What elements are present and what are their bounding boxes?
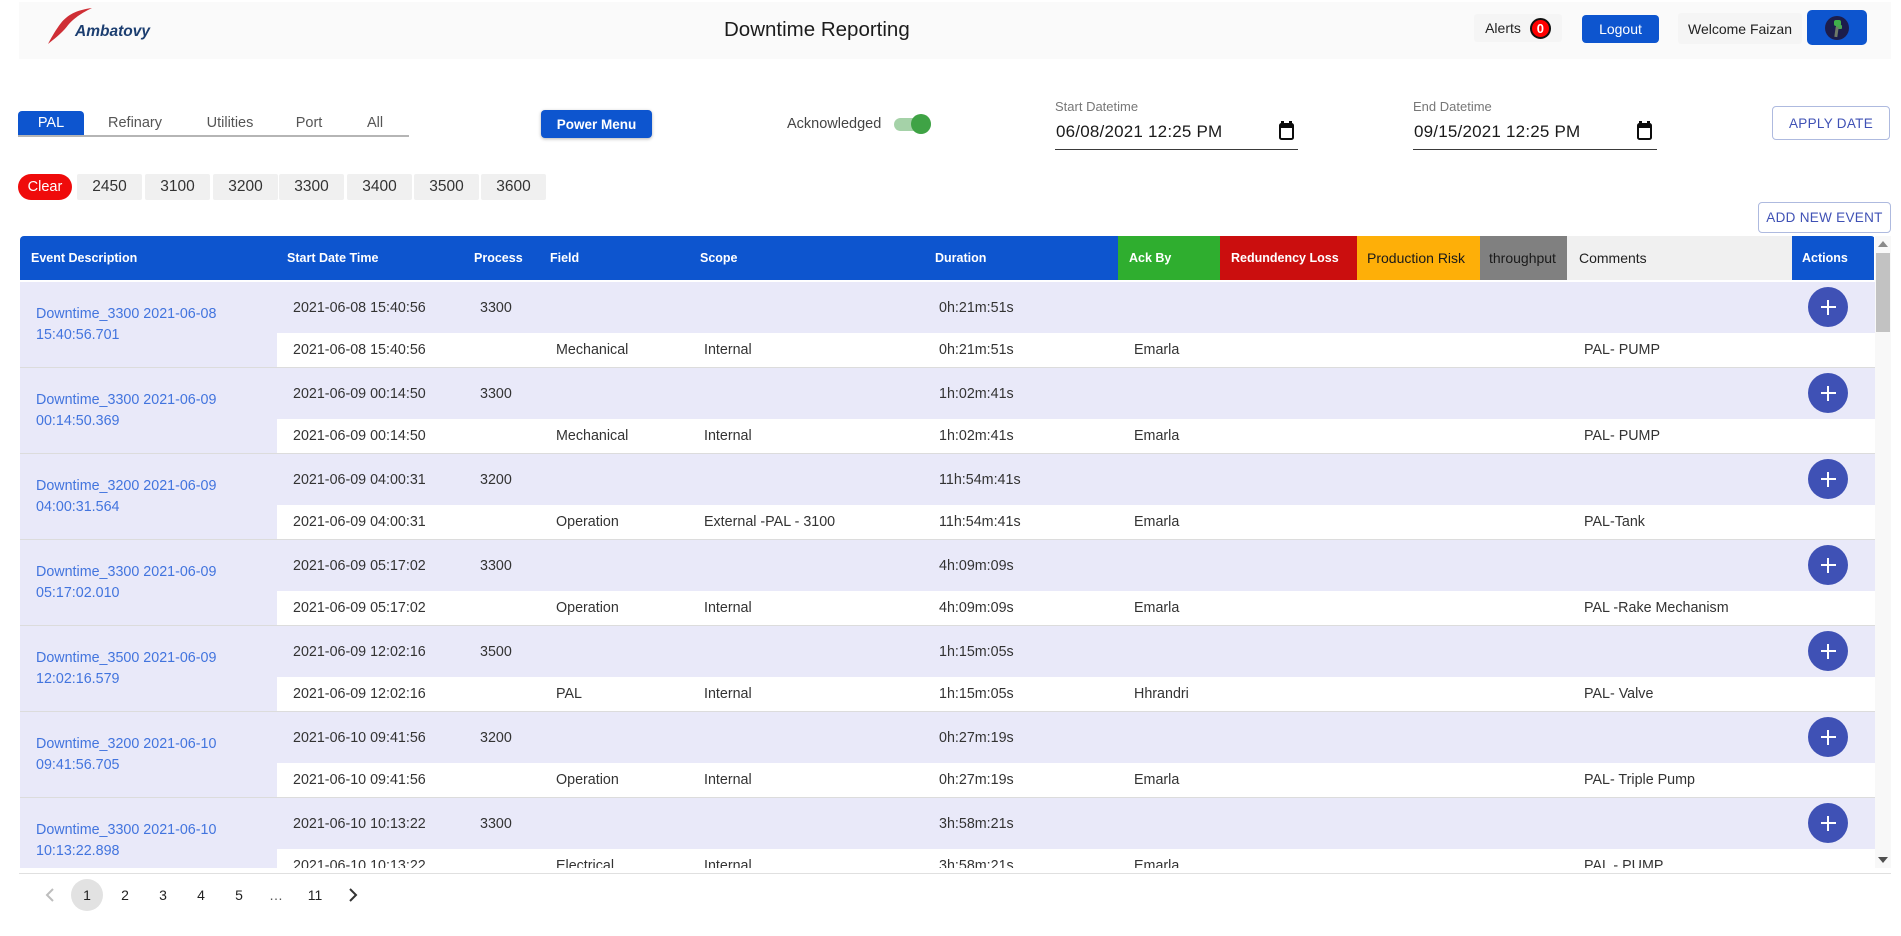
svg-text:Ambatovy: Ambatovy (74, 23, 151, 40)
